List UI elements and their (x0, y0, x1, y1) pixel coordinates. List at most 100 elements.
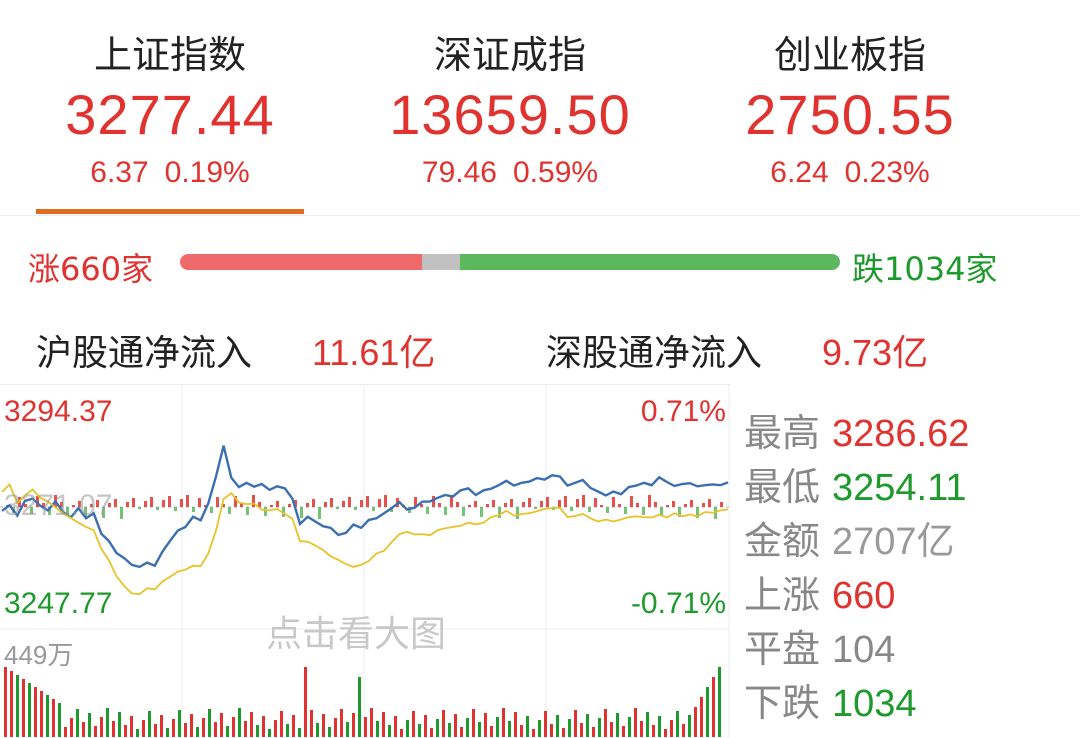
pressure-bar (66, 507, 69, 516)
market-stats-panel: 最高 3286.62 最低 3254.11 金额 2707亿 上涨 660 平盘 104 … (744, 398, 1080, 738)
index-name: 创业板指 (773, 33, 926, 77)
breadth-bar (180, 254, 840, 270)
pressure-bar (576, 499, 579, 507)
stat-decliners-label: 下跌 (744, 681, 821, 725)
pressure-bar (588, 507, 591, 512)
pressure-bar (252, 495, 255, 507)
index-tab-chinext[interactable]: 创业板指 2750.55 6.24 0.23% (680, 0, 1020, 216)
pressure-bar (378, 499, 381, 507)
index-tab-shenzhen[interactable]: 深证成指 13659.50 79.46 0.59% (340, 0, 680, 216)
stat-high-label: 最高 (744, 411, 821, 455)
view-large-chart-hint[interactable]: 点击看大图 (266, 614, 447, 655)
volume-bar (640, 721, 643, 737)
index-change: 79.46 0.59% (340, 156, 680, 190)
pressure-bar (114, 499, 117, 507)
volume-bar (610, 722, 613, 737)
volume-bar (628, 717, 631, 737)
breadth-bar-flat (422, 254, 461, 270)
volume-bar (208, 709, 211, 737)
volume-bar (28, 683, 31, 737)
index-tab-shanghai[interactable]: 上证指数 3277.44 6.37 0.19% (0, 0, 340, 216)
volume-bar (592, 727, 595, 737)
volume-bar (94, 726, 97, 737)
volume-bar (88, 713, 91, 737)
volume-bar (292, 715, 295, 737)
pressure-bar (312, 499, 315, 507)
pressure-bar (666, 505, 669, 507)
pressure-bar (348, 497, 351, 507)
volume-bar (538, 720, 541, 737)
volume-bar (238, 708, 241, 737)
sh-connect-label: 沪股通净流入 (36, 333, 253, 374)
pressure-bar (354, 507, 357, 510)
volume-bar (550, 724, 553, 737)
pressure-bar (24, 504, 27, 507)
pressure-bar (102, 507, 105, 518)
pressure-bar (690, 500, 693, 507)
stat-decliners: 下跌 1034 (744, 672, 917, 726)
volume-bar (388, 725, 391, 737)
volume-bar (328, 727, 331, 737)
pressure-bar (528, 498, 531, 507)
pressure-bar (306, 503, 309, 507)
stat-high-value: 3286.62 (832, 413, 970, 455)
decliners-label: 跌1034家 (852, 250, 998, 288)
volume-bar (142, 720, 145, 737)
volume-bar (622, 726, 625, 737)
pressure-bar (366, 496, 369, 507)
volume-bar (16, 675, 19, 737)
pressure-bar (594, 498, 597, 507)
volume-bar (394, 716, 397, 737)
volume-bar (112, 721, 115, 737)
pressure-bar (120, 507, 123, 519)
volume-bar (100, 717, 103, 737)
volume-bar (130, 716, 133, 737)
index-price: 13659.50 (389, 83, 631, 146)
volume-bar (520, 725, 523, 737)
pressure-bar (282, 507, 285, 517)
pressure-bar (702, 503, 705, 507)
pressure-bar (330, 498, 333, 507)
volume-bar (406, 720, 409, 737)
pressure-bar (510, 499, 513, 507)
pressure-bar (30, 507, 33, 514)
pressure-bar (240, 503, 243, 507)
index-change-pct: 0.19% (164, 156, 250, 189)
pressure-bar (108, 503, 111, 507)
chart-low-label: 3247.77 (4, 587, 113, 620)
volume-bar (382, 712, 385, 737)
intraday-chart[interactable]: 3294.37 0.71% 3271.07 3247.77 -0.71% 449… (0, 384, 730, 738)
pressure-bar (276, 501, 279, 507)
pressure-bar (654, 502, 657, 507)
volume-bar (316, 723, 319, 737)
volume-bar (280, 711, 283, 737)
chart-high-label: 3294.37 (4, 395, 113, 428)
volume-bar (358, 677, 361, 737)
volume-bar (676, 711, 679, 737)
volume-bar (526, 716, 529, 737)
pressure-bar (222, 504, 225, 507)
volume-bar (514, 712, 517, 737)
pressure-bar (600, 505, 603, 507)
pressure-bar (336, 507, 339, 509)
pressure-bar (480, 507, 483, 517)
market-breadth: 涨660家 跌1034家 (0, 238, 1080, 292)
volume-bar (166, 728, 169, 737)
pressure-bar (672, 501, 675, 507)
index-price: 3277.44 (65, 83, 275, 146)
volume-bar (460, 727, 463, 737)
volume-bar (10, 671, 13, 737)
pressure-bar (498, 507, 501, 518)
breadth-bar-down (460, 254, 840, 270)
volume-bar (412, 711, 415, 737)
volume-bar (154, 724, 157, 737)
index-change-pct: 0.23% (844, 156, 930, 189)
volume-bar (646, 712, 649, 737)
volume-bar (172, 719, 175, 737)
pressure-bar (228, 507, 231, 514)
volume-bar (652, 725, 655, 737)
volume-bar (478, 722, 481, 737)
pressure-bar (78, 501, 81, 507)
pressure-bar (684, 504, 687, 507)
volume-bar (58, 703, 61, 737)
